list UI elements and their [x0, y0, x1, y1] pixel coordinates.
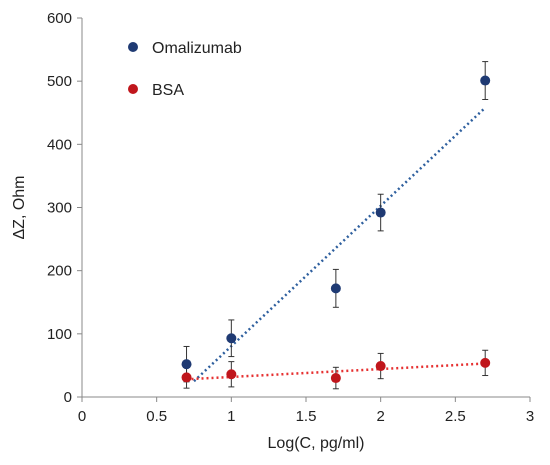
- omalizumab-legend-marker: [128, 42, 138, 52]
- axes: 0 100 200 300 400 500 600 0 0.5 1 1.5 2 2.5 3: [47, 10, 534, 425]
- legend: Omalizumab BSA: [128, 40, 242, 99]
- bsa-legend-marker: [128, 84, 138, 94]
- x-tick-label: 0: [78, 408, 86, 425]
- x-axis-title: Log(C, pg/ml): [268, 435, 365, 452]
- omalizumab-trendline: [193, 106, 487, 383]
- trendlines: [186, 106, 487, 383]
- bsa-point: [330, 373, 341, 384]
- bsa-point: [480, 357, 491, 368]
- y-tick-label: 600: [47, 10, 72, 27]
- y-tick-label: 100: [47, 326, 72, 343]
- y-tick-label: 300: [47, 200, 72, 217]
- omalizumab-point: [375, 207, 386, 218]
- x-tick-label: 0.5: [146, 408, 167, 425]
- bsa-point: [375, 361, 386, 372]
- bsa-legend-label: BSA: [152, 82, 184, 99]
- y-tick-label: 200: [47, 263, 72, 280]
- omalizumab-point: [480, 75, 491, 86]
- x-tick-label: 1.5: [296, 408, 317, 425]
- omalizumab-point: [181, 359, 192, 370]
- omalizumab-point: [330, 283, 341, 294]
- x-tick-label: 2: [376, 408, 384, 425]
- x-tick-label: 3: [526, 408, 534, 425]
- y-axis-title: ΔZ, Ohm: [11, 175, 28, 239]
- bsa-point: [181, 372, 192, 383]
- y-tick-label: 400: [47, 136, 72, 153]
- data-points: [181, 75, 491, 384]
- x-tick-label: 1: [227, 408, 235, 425]
- y-tick-label: 0: [64, 389, 72, 406]
- bsa-point: [226, 369, 237, 380]
- y-tick-label: 500: [47, 73, 72, 90]
- omalizumab-legend-label: Omalizumab: [152, 40, 242, 57]
- x-tick-label: 2.5: [445, 408, 466, 425]
- omalizumab-point: [226, 333, 237, 344]
